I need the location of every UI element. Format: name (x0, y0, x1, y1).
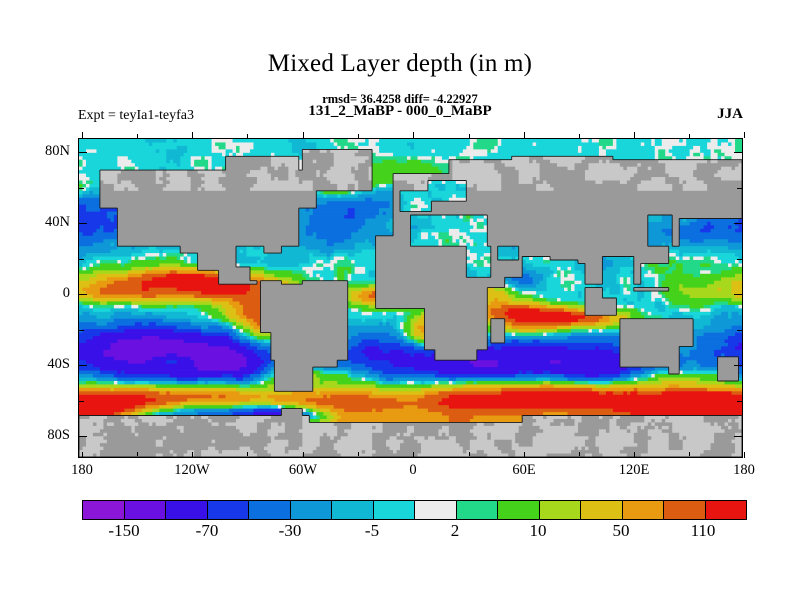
x-axis-tick-label: 60W (288, 462, 318, 478)
y-axis-tick-mark (78, 152, 87, 153)
colorbar-tick-label: 110 (690, 521, 716, 540)
x-axis-minor-tick (689, 134, 690, 138)
x-axis-tick-mark (524, 132, 525, 138)
y-axis-tick-mark (734, 152, 743, 153)
colorbar-swatch (373, 501, 415, 519)
y-axis-minor-tick (737, 401, 743, 402)
x-axis-tick-label: 180 (733, 462, 755, 478)
colorbar-swatch (622, 501, 664, 519)
colorbar-swatch (332, 501, 374, 519)
x-axis-tick-label: 180 (71, 462, 93, 478)
x-axis-minor-tick (137, 452, 138, 456)
x-axis-tick-label: 0 (409, 462, 417, 478)
page-title: Mixed Layer depth (in m) (267, 50, 533, 77)
x-axis-tick-mark (82, 132, 83, 138)
x-axis-tick-mark (192, 132, 193, 138)
colorbar-tick-label: -150 (108, 521, 140, 540)
colorbar-tick-label: 2 (450, 521, 460, 540)
x-axis-tick-mark (634, 452, 635, 458)
x-axis-tick-mark (744, 452, 745, 458)
x-axis-minor-tick (358, 134, 359, 138)
y-axis-tick-mark (734, 223, 743, 224)
colorbar-swatch (581, 501, 623, 519)
y-axis-tick-label: 80S (47, 427, 70, 443)
x-axis-tick-mark (192, 452, 193, 458)
x-axis-tick-label: 120E (618, 462, 650, 478)
y-axis-minor-tick (737, 259, 743, 260)
y-axis-minor-tick (78, 259, 84, 260)
y-axis-tick-label: 40S (47, 356, 70, 372)
x-axis-tick-mark (303, 132, 304, 138)
y-axis-tick-mark (734, 294, 743, 295)
colorbar-swatch (415, 501, 457, 519)
colorbar-swatch (539, 501, 581, 519)
y-axis-minor-tick (78, 401, 84, 402)
colorbar-swatch (207, 501, 249, 519)
colorbar (82, 500, 747, 520)
x-axis-minor-tick (579, 452, 580, 456)
colorbar-tick-label: 50 (612, 521, 630, 540)
statistics-line: rmsd= 36.4258 diff= -4.22927 (322, 92, 478, 106)
colorbar-tick-label: -30 (278, 521, 302, 540)
x-axis-minor-tick (579, 134, 580, 138)
colorbar-swatch (664, 501, 706, 519)
x-axis-minor-tick (137, 134, 138, 138)
x-axis-tick-mark (413, 132, 414, 138)
y-axis-tick-mark (78, 365, 87, 366)
x-axis-minor-tick (247, 452, 248, 456)
colorbar-swatch (83, 501, 125, 519)
y-axis-tick-label: 80N (45, 143, 70, 159)
x-axis-tick-mark (744, 132, 745, 138)
colorbar-tick-label: 10 (529, 521, 547, 540)
x-axis-minor-tick (689, 452, 690, 456)
x-axis-minor-tick (247, 134, 248, 138)
colorbar-swatch (456, 501, 498, 519)
x-axis-minor-tick (469, 134, 470, 138)
mixed-layer-depth-field (79, 139, 742, 457)
y-axis-minor-tick (78, 188, 84, 189)
x-axis-tick-mark (303, 452, 304, 458)
season-label: JJA (717, 106, 743, 122)
map-plot-area (78, 138, 743, 458)
x-axis-minor-tick (469, 452, 470, 456)
x-axis-tick-mark (524, 452, 525, 458)
colorbar-swatch (705, 501, 746, 519)
colorbar-swatch (166, 501, 208, 519)
coastline-overlay (79, 148, 742, 457)
colorbar-swatch (124, 501, 166, 519)
colorbar-swatch (249, 501, 291, 519)
colorbar-tick-label: -70 (195, 521, 219, 540)
colorbar-swatch (290, 501, 332, 519)
x-axis-tick-mark (82, 452, 83, 458)
y-axis-minor-tick (737, 188, 743, 189)
y-axis-tick-mark (734, 365, 743, 366)
x-axis-tick-label: 120W (174, 462, 210, 478)
y-axis-tick-mark (78, 436, 87, 437)
experiment-label: Expt = teyIa1-teyfa3 (78, 108, 194, 123)
y-axis-tick-label: 40N (45, 214, 70, 230)
case-comparison-line: 131_2_MaBP - 000_0_MaBP (308, 103, 492, 119)
y-axis-tick-mark (78, 294, 87, 295)
y-axis-tick-mark (734, 436, 743, 437)
y-axis-minor-tick (78, 330, 84, 331)
colorbar-tick-label: -5 (364, 521, 380, 540)
y-axis-tick-label: 0 (62, 285, 70, 301)
y-axis-minor-tick (737, 330, 743, 331)
y-axis-tick-mark (78, 223, 87, 224)
x-axis-tick-label: 60E (512, 462, 536, 478)
colorbar-swatch (498, 501, 540, 519)
x-axis-tick-mark (413, 452, 414, 458)
x-axis-tick-mark (634, 132, 635, 138)
x-axis-minor-tick (358, 452, 359, 456)
